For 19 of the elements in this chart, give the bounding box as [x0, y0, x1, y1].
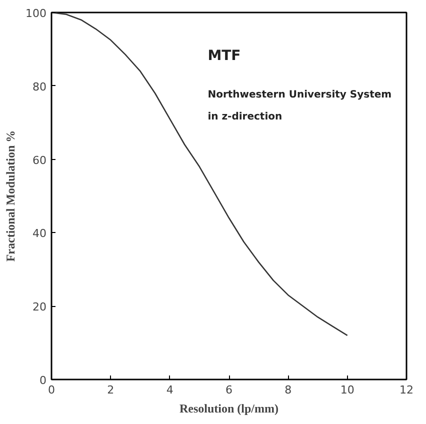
x-tick-label: 8 — [284, 384, 292, 396]
x-tick-label: 12 — [400, 384, 414, 396]
annotation: in z-direction — [208, 112, 282, 123]
x-tick-label: 2 — [107, 384, 114, 396]
annotation: Northwestern University System — [208, 90, 392, 101]
x-tick-label: 0 — [48, 384, 55, 396]
y-tick-label: 40 — [32, 227, 47, 240]
x-tick-label: 10 — [340, 384, 354, 396]
y-tick-label: 0 — [40, 374, 46, 387]
line-series — [52, 12, 348, 336]
x-axis-title: Resolution (lp/mm) — [180, 402, 279, 416]
y-axis-title: Fractional Modulation % — [4, 130, 18, 262]
x-tick-label: 4 — [166, 384, 174, 396]
y-tick-label: 60 — [32, 154, 47, 167]
y-tick-label: 80 — [32, 80, 47, 94]
y-tick-label: 20 — [32, 300, 47, 314]
annotation: MTF — [208, 48, 241, 64]
y-tick-label: 100 — [26, 7, 47, 20]
x-tick-label: 6 — [226, 384, 232, 396]
